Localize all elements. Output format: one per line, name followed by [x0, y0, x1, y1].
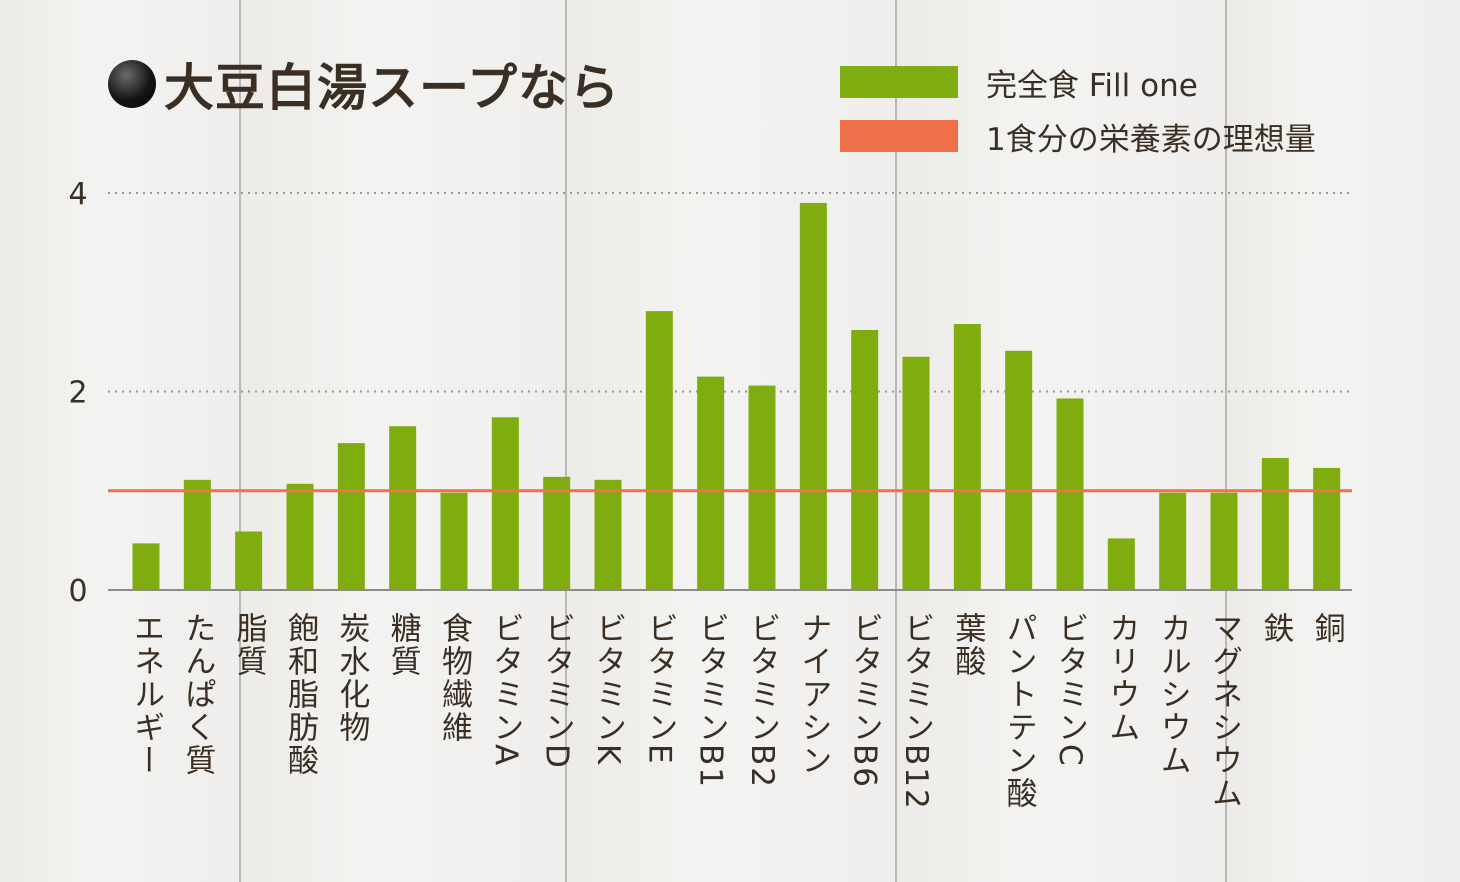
bar	[543, 476, 571, 590]
legend-label-ideal: 1食分の栄養素の理想量	[986, 121, 1316, 158]
bar	[491, 417, 519, 590]
x-tick-label: エネルギー	[128, 612, 164, 777]
bar	[1210, 492, 1238, 590]
x-tick-label: ビタミンB12	[898, 612, 934, 811]
chart-title: 大豆白湯スープなら	[108, 54, 620, 117]
bar	[235, 531, 263, 590]
bar	[1313, 467, 1341, 590]
x-tick-label: 食物繊維	[436, 612, 473, 744]
bar	[697, 376, 725, 590]
bar	[1159, 492, 1187, 590]
bullet-dot-icon	[108, 60, 156, 108]
y-tick-label: 2	[68, 376, 87, 411]
y-tick-label: 4	[68, 177, 87, 212]
legend-label-fill-one: 完全食 Fill one	[986, 67, 1198, 104]
bar	[132, 543, 160, 590]
x-tick-label: ビタミンB2	[744, 612, 780, 789]
bar	[286, 483, 314, 590]
x-tick-label: 銅	[1309, 612, 1346, 645]
x-tick-label: 葉酸	[949, 612, 986, 678]
bar	[183, 479, 211, 590]
bar	[799, 202, 827, 591]
x-tick-label: マグネシウム	[1206, 612, 1242, 810]
x-tick-label: ビタミンC	[1052, 612, 1088, 768]
plank-seam	[565, 0, 567, 882]
x-tick-label: ナイアシン	[795, 612, 831, 777]
x-tick-label: 脂質	[231, 612, 268, 678]
x-tick-label: たんぱく質	[179, 612, 215, 777]
bar	[1261, 457, 1289, 590]
legend-swatch-line	[840, 120, 958, 152]
legend-fill-one: 完全食 Fill one	[840, 64, 1198, 104]
bar	[748, 385, 776, 590]
x-tick-label: 糖質	[385, 612, 422, 678]
x-tick-label: 炭水化物	[333, 612, 370, 744]
bar	[645, 311, 673, 590]
x-tick-label: ビタミンA	[487, 612, 523, 767]
x-tick-label: 飽和脂肪酸	[282, 612, 319, 777]
x-tick-label: パントテン酸	[1001, 612, 1037, 810]
chart-title-text: 大豆白湯スープなら	[164, 59, 620, 117]
x-tick-label: カリウム	[1103, 612, 1139, 744]
background-plank	[0, 0, 240, 882]
x-tick-label: ビタミンE	[641, 612, 677, 766]
legend-ideal: 1食分の栄養素の理想量	[840, 118, 1316, 158]
x-tick-label: 鉄	[1257, 612, 1293, 645]
x-tick-label: カルシウム	[1155, 612, 1191, 777]
x-tick-label: ビタミンB1	[693, 612, 729, 789]
x-tick-label: ビタミンD	[539, 612, 575, 770]
bar	[851, 329, 879, 590]
bar	[440, 492, 468, 590]
legend-swatch-bar	[840, 66, 958, 98]
bar	[1005, 350, 1033, 590]
x-tick-label: ビタミンB6	[847, 612, 883, 789]
x-tick-label: ビタミンK	[590, 612, 626, 766]
plank-seam	[239, 0, 241, 882]
bar	[953, 324, 981, 590]
plank-seam	[895, 0, 897, 882]
y-tick-label: 0	[68, 574, 87, 609]
bar	[902, 356, 930, 590]
plank-seam	[1225, 0, 1227, 882]
bar	[1107, 538, 1135, 590]
bar	[594, 479, 622, 590]
bar	[337, 443, 365, 590]
bar	[389, 426, 417, 590]
bar	[1056, 398, 1084, 590]
background-plank	[1226, 0, 1460, 882]
